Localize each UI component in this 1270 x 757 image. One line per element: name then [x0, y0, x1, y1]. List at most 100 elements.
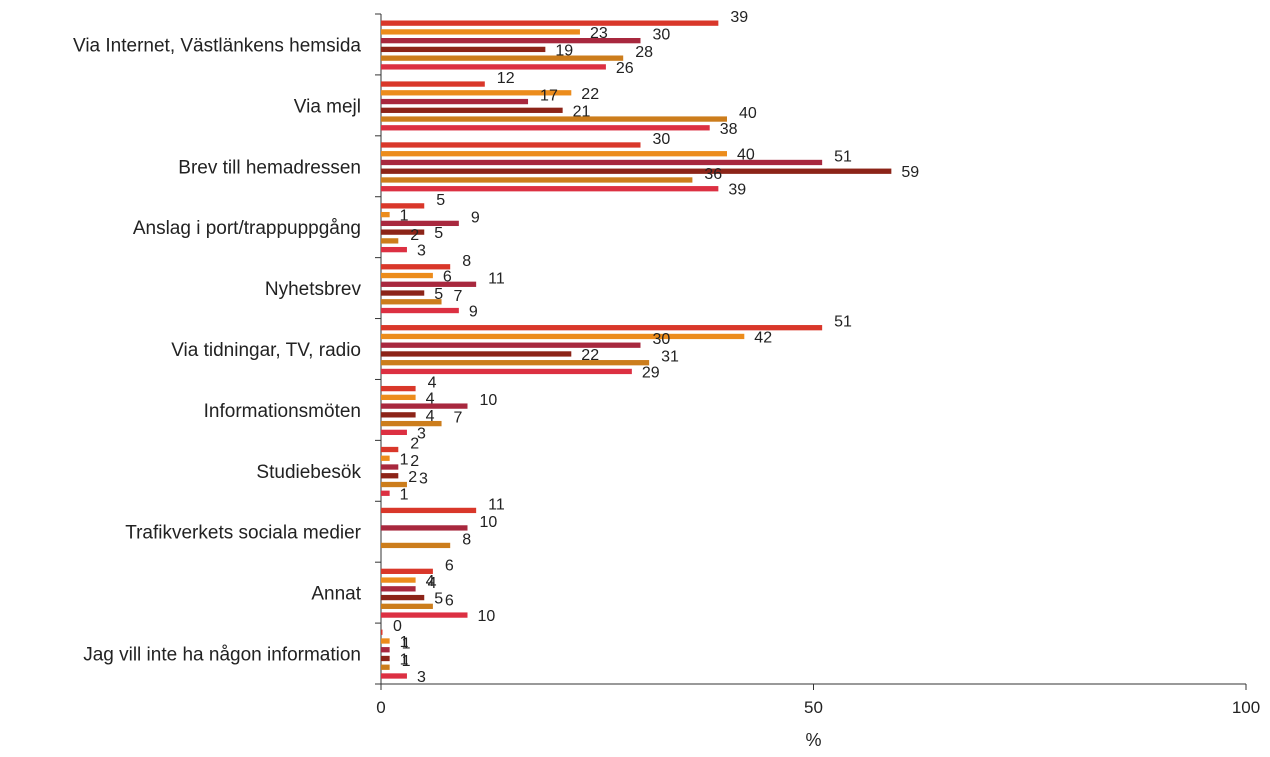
data-label: 8 — [462, 531, 471, 548]
bar — [381, 673, 407, 679]
bar — [381, 464, 399, 470]
x-axis-title: % — [805, 730, 821, 750]
bar — [381, 142, 641, 148]
bar — [381, 159, 823, 166]
data-label: 40 — [739, 105, 757, 122]
data-label: 5 — [434, 591, 443, 608]
data-label: 23 — [590, 25, 608, 42]
bar — [381, 368, 632, 375]
data-label: 28 — [635, 44, 653, 61]
bar — [381, 238, 399, 244]
data-label: 3 — [417, 425, 426, 442]
bar — [381, 420, 442, 427]
bar — [381, 246, 407, 253]
data-label: 22 — [581, 86, 599, 103]
bar — [381, 394, 416, 401]
data-label: 51 — [834, 314, 852, 331]
bar — [381, 412, 416, 418]
category-label: Nyhetsbrev — [265, 279, 362, 300]
bar — [381, 220, 459, 227]
bar — [381, 90, 572, 96]
data-label: 2 — [410, 227, 419, 244]
data-label: 6 — [445, 557, 454, 574]
bar — [381, 429, 407, 436]
data-label: 2 — [410, 453, 419, 470]
bar — [381, 455, 390, 461]
data-label: 36 — [704, 166, 722, 183]
data-label: 5 — [436, 192, 445, 209]
bar — [381, 360, 650, 366]
data-label: 39 — [730, 9, 748, 26]
bar — [381, 542, 451, 549]
data-label: 5 — [434, 286, 443, 303]
bar — [381, 38, 641, 44]
data-label: 1 — [400, 208, 409, 225]
data-label: 42 — [754, 329, 772, 346]
x-tick-label: 100 — [1232, 698, 1260, 717]
data-label: 21 — [573, 103, 591, 120]
bar — [381, 20, 719, 26]
category-label: Via tidningar, TV, radio — [171, 340, 361, 361]
bar — [381, 299, 442, 305]
bar — [381, 290, 425, 296]
data-label: 1 — [400, 651, 409, 668]
bar — [381, 107, 563, 113]
bar — [381, 81, 485, 87]
data-label: 29 — [642, 364, 660, 381]
data-label: 6 — [443, 269, 452, 286]
bar — [381, 568, 433, 574]
bar — [381, 664, 390, 670]
bar — [381, 307, 459, 314]
bar — [381, 168, 892, 174]
data-label: 39 — [728, 182, 746, 199]
bar — [381, 29, 580, 35]
data-label: 11 — [488, 496, 505, 513]
bar — [381, 116, 727, 122]
bar — [381, 525, 468, 531]
bar — [381, 325, 823, 331]
data-label: 8 — [462, 253, 471, 270]
category-label: Anslag i port/trappuppgång — [133, 218, 361, 239]
data-label: 22 — [581, 347, 599, 364]
bar — [381, 64, 606, 70]
data-label: 51 — [834, 148, 852, 165]
bar — [381, 490, 390, 496]
data-label: 10 — [478, 608, 496, 625]
bar — [381, 342, 641, 348]
bar — [381, 403, 468, 409]
x-tick-label: 0 — [376, 698, 385, 717]
data-label: 4 — [426, 573, 435, 590]
data-label: 6 — [445, 592, 454, 609]
bar — [381, 473, 399, 479]
bar — [381, 203, 425, 209]
bar — [381, 98, 529, 105]
data-label: 17 — [540, 88, 558, 105]
category-label: Brev till hemadressen — [178, 157, 361, 178]
bar — [381, 211, 390, 218]
x-tick-label: 50 — [804, 698, 823, 717]
data-label: 1 — [402, 653, 411, 670]
bar — [381, 507, 477, 514]
bar — [381, 281, 477, 287]
data-label: 5 — [434, 225, 443, 242]
bar — [381, 481, 407, 488]
data-label: 7 — [454, 410, 463, 427]
bar — [381, 125, 710, 131]
bar — [381, 629, 383, 635]
bar — [381, 333, 745, 340]
data-label: 3 — [417, 669, 426, 686]
data-label: 1 — [400, 634, 409, 651]
data-label: 19 — [555, 42, 573, 59]
bar — [381, 351, 572, 357]
data-label: 3 — [417, 243, 426, 260]
category-label: Annat — [311, 584, 361, 605]
bar — [381, 612, 468, 618]
data-label: 10 — [480, 514, 498, 531]
data-label: 9 — [469, 304, 478, 321]
category-label: Via mejl — [294, 96, 361, 117]
bar — [381, 272, 433, 279]
bar — [381, 577, 416, 583]
bar — [381, 385, 416, 392]
category-label: Studiebesök — [256, 462, 361, 483]
data-label: 31 — [661, 349, 679, 366]
